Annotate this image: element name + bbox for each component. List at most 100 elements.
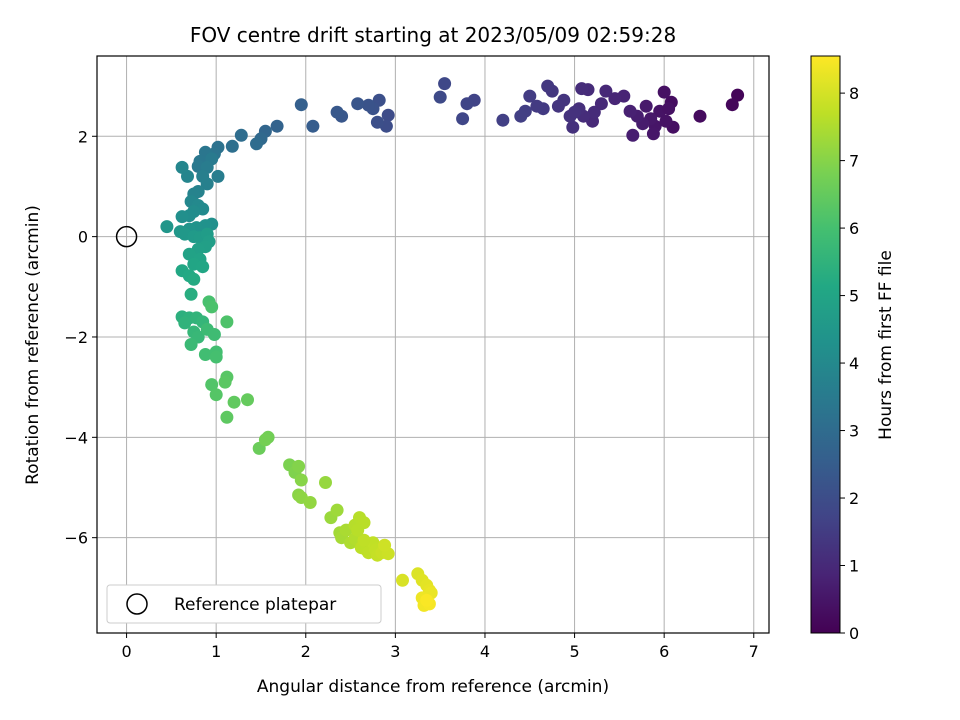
data-point xyxy=(370,115,384,129)
data-point xyxy=(566,120,580,134)
data-point xyxy=(258,433,272,447)
data-point xyxy=(646,127,660,141)
data-point xyxy=(438,77,452,91)
x-tick-label: 0 xyxy=(121,642,131,661)
data-point xyxy=(270,119,284,133)
y-axis-label: Rotation from reference (arcmin) xyxy=(23,205,43,485)
data-point xyxy=(456,112,470,126)
y-tick-label: −4 xyxy=(64,428,88,447)
x-axis-ticks: 0 1 2 3 4 5 6 7 xyxy=(121,633,759,661)
colorbar-tick-label: 2 xyxy=(849,489,859,508)
data-point xyxy=(420,593,434,607)
data-point xyxy=(205,300,219,314)
data-point xyxy=(514,109,528,123)
data-point xyxy=(662,102,676,116)
y-tick-label: −6 xyxy=(64,529,88,548)
data-point xyxy=(351,97,365,111)
reference-marker xyxy=(115,225,138,248)
x-tick-label: 3 xyxy=(390,642,400,661)
colorbar-tick-label: 3 xyxy=(849,422,859,441)
data-point xyxy=(175,210,189,224)
data-point xyxy=(530,99,544,113)
data-point xyxy=(378,538,392,552)
data-point xyxy=(200,177,214,191)
data-point xyxy=(227,395,241,409)
data-point xyxy=(196,260,210,274)
data-point xyxy=(330,105,344,119)
data-point xyxy=(433,90,447,104)
legend-box xyxy=(106,584,382,624)
data-point xyxy=(657,85,671,99)
colorbar-tick-label: 1 xyxy=(849,557,859,576)
colorbar-tick-label: 7 xyxy=(849,152,859,171)
x-tick-label: 7 xyxy=(749,642,759,661)
data-point xyxy=(623,104,637,118)
data-point xyxy=(178,316,192,330)
colorbar-tick-label: 8 xyxy=(849,84,859,103)
data-point xyxy=(207,328,221,341)
plot-frame xyxy=(96,55,770,634)
data-point xyxy=(587,105,601,119)
y-tick-label: −2 xyxy=(64,328,88,347)
colorbar xyxy=(810,55,841,634)
data-point xyxy=(182,247,196,261)
data-point xyxy=(184,338,198,351)
data-point xyxy=(608,92,622,106)
data-point xyxy=(211,169,225,183)
y-tick-label: 0 xyxy=(78,228,88,247)
data-point xyxy=(551,99,565,113)
data-point xyxy=(362,98,375,112)
data-point xyxy=(639,99,653,113)
data-point xyxy=(294,98,308,112)
data-points xyxy=(160,77,745,612)
data-point xyxy=(396,573,409,587)
colorbar-tick-label: 0 xyxy=(849,624,859,643)
legend: Reference platepar xyxy=(106,584,382,624)
data-point xyxy=(541,79,555,93)
data-point xyxy=(575,82,589,96)
data-point xyxy=(234,128,248,142)
x-tick-label: 5 xyxy=(569,642,579,661)
data-point xyxy=(523,89,537,103)
chart-title: FOV centre drift starting at 2023/05/09 … xyxy=(190,23,676,47)
data-point xyxy=(306,119,320,133)
data-point xyxy=(220,410,234,424)
data-point xyxy=(731,88,745,102)
data-point xyxy=(241,393,254,407)
colorbar-label: Hours from first FF file xyxy=(876,250,896,440)
data-point xyxy=(218,375,232,389)
data-point xyxy=(220,315,234,329)
x-tick-label: 1 xyxy=(211,642,221,661)
data-point xyxy=(460,97,474,111)
data-point xyxy=(225,139,239,153)
data-point xyxy=(187,272,201,286)
data-point xyxy=(205,378,219,392)
data-point xyxy=(357,533,371,547)
x-axis-label: Angular distance from reference (arcmin) xyxy=(257,677,609,697)
data-point xyxy=(184,287,198,301)
data-point xyxy=(209,388,223,402)
x-tick-label: 4 xyxy=(480,642,490,661)
data-point xyxy=(725,98,739,112)
colorbar-tick-label: 6 xyxy=(849,219,859,238)
data-point xyxy=(599,84,613,98)
x-tick-label: 6 xyxy=(659,642,669,661)
colorbar-ticks: 0 1 2 3 4 5 6 7 8 xyxy=(840,84,859,643)
colorbar-tick-label: 5 xyxy=(849,287,859,306)
data-point xyxy=(330,503,344,517)
data-point xyxy=(594,97,608,111)
data-point xyxy=(294,473,308,487)
data-point xyxy=(693,109,707,123)
data-point xyxy=(209,350,223,364)
legend-label: Reference platepar xyxy=(174,595,336,615)
y-axis-ticks: −6 −4 −2 0 2 xyxy=(64,127,97,548)
data-point xyxy=(351,523,365,537)
data-point xyxy=(292,459,306,473)
y-tick-label: 2 xyxy=(78,127,88,146)
legend-marker-icon xyxy=(126,593,148,615)
data-point xyxy=(659,114,673,128)
data-point xyxy=(319,476,332,489)
data-point xyxy=(496,113,510,127)
x-tick-label: 2 xyxy=(301,642,311,661)
